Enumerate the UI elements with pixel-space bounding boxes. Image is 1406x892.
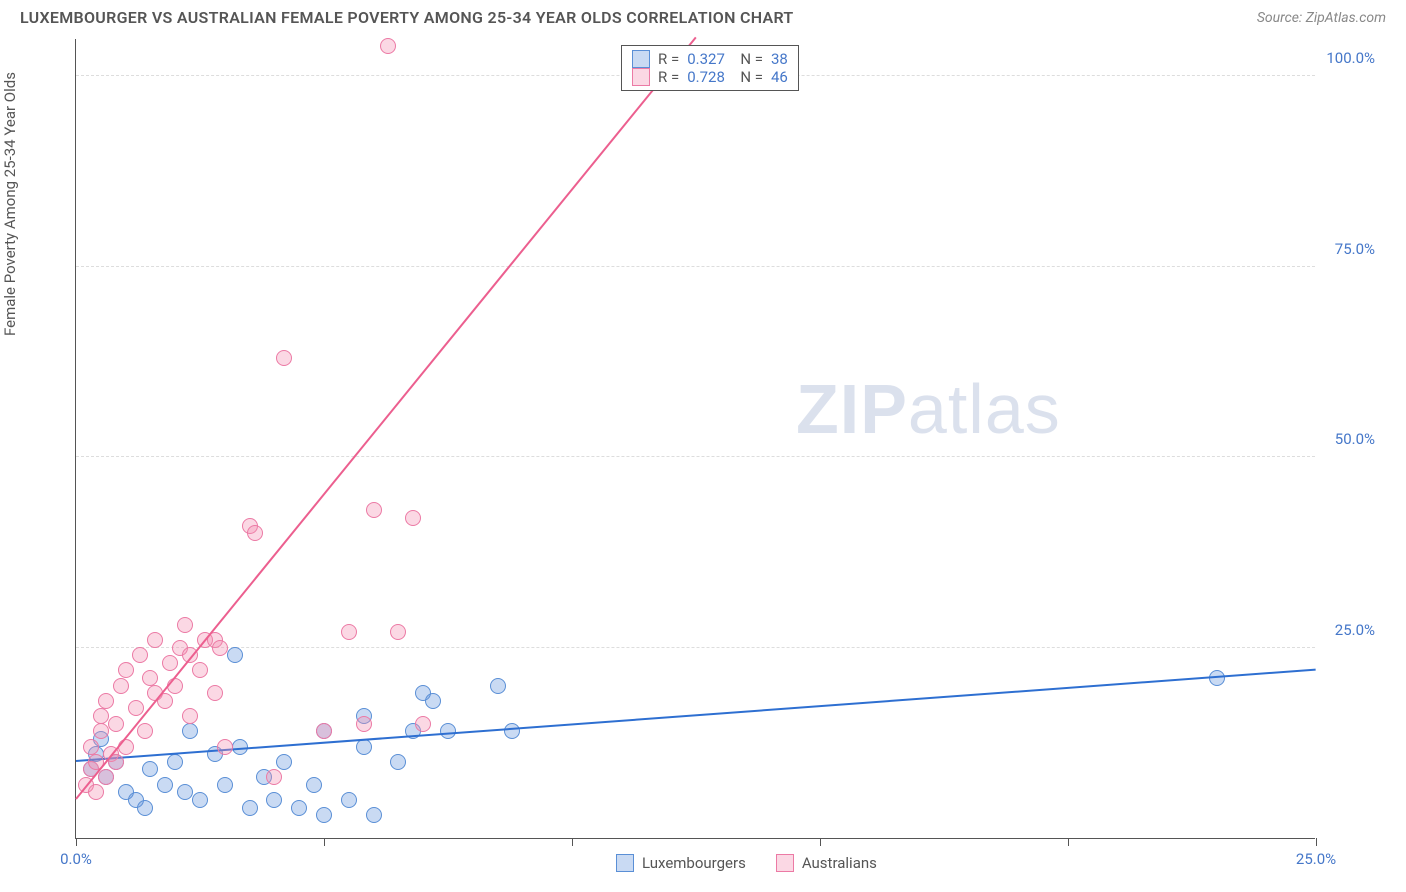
- legend-n-value: 38: [771, 50, 788, 68]
- trend-line: [75, 36, 697, 799]
- y-tick-label: 50.0%: [1335, 430, 1375, 448]
- source-attribution: Source: ZipAtlas.com: [1257, 10, 1386, 26]
- data-point: [415, 716, 431, 732]
- data-point: [157, 777, 173, 793]
- data-point: [380, 38, 396, 54]
- data-point: [192, 662, 208, 678]
- legend-n-value: 46: [771, 68, 788, 86]
- data-point: [147, 632, 163, 648]
- legend-swatch: [616, 854, 634, 872]
- x-tick: [820, 838, 821, 846]
- data-point: [83, 739, 99, 755]
- legend-label: Australians: [802, 854, 877, 872]
- data-point: [316, 807, 332, 823]
- data-point: [266, 769, 282, 785]
- legend-label: Luxembourgers: [642, 854, 746, 872]
- data-point: [490, 678, 506, 694]
- chart-container: Female Poverty Among 25-34 Year Olds 25.…: [20, 39, 1386, 879]
- data-point: [341, 792, 357, 808]
- data-point: [366, 807, 382, 823]
- data-point: [132, 647, 148, 663]
- legend-n-label: N =: [733, 50, 763, 68]
- legend-swatch: [632, 68, 650, 86]
- data-point: [177, 784, 193, 800]
- legend-swatch: [632, 50, 650, 68]
- data-point: [217, 777, 233, 793]
- series-legend: Luxembourgers Australians: [616, 854, 877, 872]
- y-tick-label: 100.0%: [1326, 49, 1375, 67]
- data-point: [182, 708, 198, 724]
- legend-swatch: [776, 854, 794, 872]
- data-point: [108, 716, 124, 732]
- data-point: [425, 693, 441, 709]
- data-point: [390, 754, 406, 770]
- data-point: [217, 739, 233, 755]
- y-axis-label: Female Poverty Among 25-34 Year Olds: [1, 72, 19, 336]
- data-point: [177, 617, 193, 633]
- x-tick-label: 25.0%: [1296, 850, 1336, 868]
- data-point: [118, 662, 134, 678]
- legend-n-label: N =: [733, 68, 763, 86]
- data-point: [247, 525, 263, 541]
- data-point: [291, 800, 307, 816]
- data-point: [242, 800, 258, 816]
- data-point: [167, 754, 183, 770]
- legend-r-value: 0.728: [687, 68, 725, 86]
- data-point: [137, 800, 153, 816]
- x-tick: [1316, 838, 1317, 846]
- chart-title: LUXEMBOURGER VS AUSTRALIAN FEMALE POVERT…: [20, 8, 794, 27]
- data-point: [366, 502, 382, 518]
- data-point: [137, 723, 153, 739]
- data-point: [162, 655, 178, 671]
- data-point: [390, 624, 406, 640]
- gridline: [76, 266, 1315, 267]
- x-tick: [76, 838, 77, 846]
- data-point: [93, 708, 109, 724]
- data-point: [207, 685, 223, 701]
- legend-row: R = 0.327 N = 38: [632, 50, 788, 68]
- y-tick-label: 75.0%: [1335, 240, 1375, 258]
- x-tick: [324, 838, 325, 846]
- trend-line: [76, 668, 1316, 761]
- legend-r-value: 0.327: [687, 50, 725, 68]
- correlation-legend: R = 0.327 N = 38R = 0.728 N = 46: [621, 45, 799, 91]
- x-tick: [1068, 838, 1069, 846]
- legend-r-label: R =: [658, 68, 679, 86]
- gridline: [76, 647, 1315, 648]
- data-point: [276, 350, 292, 366]
- data-point: [266, 792, 282, 808]
- x-tick-label: 0.0%: [60, 850, 92, 868]
- legend-item: Luxembourgers: [616, 854, 746, 872]
- data-point: [341, 624, 357, 640]
- legend-row: R = 0.728 N = 46: [632, 68, 788, 86]
- plot-area: 25.0%50.0%75.0%100.0%0.0%25.0%ZIPatlasR …: [75, 39, 1315, 839]
- data-point: [142, 761, 158, 777]
- data-point: [227, 647, 243, 663]
- header: LUXEMBOURGER VS AUSTRALIAN FEMALE POVERT…: [0, 0, 1406, 31]
- data-point: [118, 739, 134, 755]
- data-point: [142, 670, 158, 686]
- data-point: [405, 510, 421, 526]
- watermark: ZIPatlas: [796, 369, 1061, 449]
- data-point: [98, 769, 114, 785]
- data-point: [167, 678, 183, 694]
- data-point: [128, 700, 144, 716]
- data-point: [212, 640, 228, 656]
- data-point: [356, 716, 372, 732]
- gridline: [76, 456, 1315, 457]
- data-point: [504, 723, 520, 739]
- data-point: [93, 723, 109, 739]
- data-point: [113, 678, 129, 694]
- legend-item: Australians: [776, 854, 877, 872]
- legend-r-label: R =: [658, 50, 679, 68]
- y-tick-label: 25.0%: [1335, 621, 1375, 639]
- data-point: [276, 754, 292, 770]
- data-point: [88, 784, 104, 800]
- x-tick: [572, 838, 573, 846]
- data-point: [182, 723, 198, 739]
- data-point: [192, 792, 208, 808]
- data-point: [98, 693, 114, 709]
- data-point: [306, 777, 322, 793]
- data-point: [316, 723, 332, 739]
